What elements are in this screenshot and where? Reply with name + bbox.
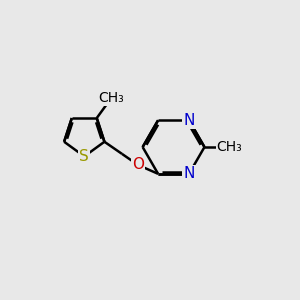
Text: S: S [80, 149, 89, 164]
Text: O: O [132, 158, 144, 172]
Text: N: N [183, 113, 195, 128]
Text: N: N [183, 166, 195, 181]
Text: CH₃: CH₃ [99, 91, 124, 105]
Text: CH₃: CH₃ [217, 140, 242, 154]
